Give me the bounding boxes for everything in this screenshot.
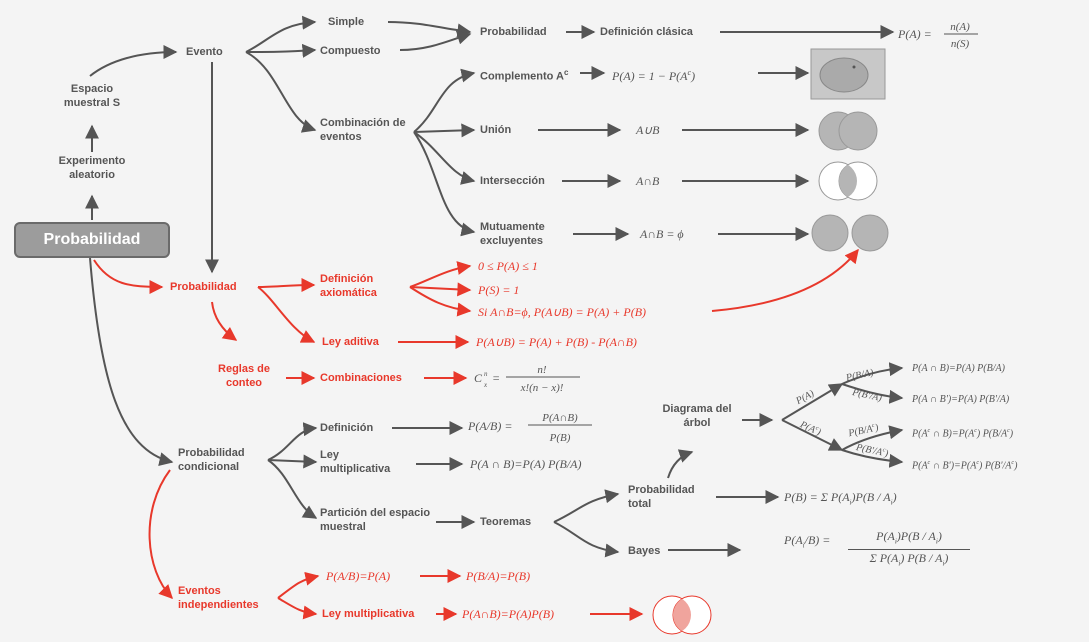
- tree-leaf-1: P(A ∩ B)=P(A) P(B/A): [912, 363, 1005, 374]
- formula-independencia-2: P(B/A)=P(B): [466, 569, 531, 583]
- formula-interseccion: A∩B: [636, 174, 660, 188]
- formula-independencia-3: P(A∩B)=P(A)P(B): [462, 607, 555, 621]
- node-probabilidad-clasica: Probabilidad: [480, 26, 547, 38]
- venn-interseccion: [818, 161, 878, 201]
- formula-independencia-1: P(A/B)=P(A): [326, 569, 391, 583]
- svg-text:n(A): n(A): [950, 21, 970, 33]
- formula-mutuamente: A∩B = ϕ: [640, 227, 684, 241]
- tree-leaf-3: P(Ac ∩ B)=P(Ac) P(B/Ac): [912, 428, 1014, 440]
- formula-complemento: P(A) = 1 − P(Ac): [612, 68, 696, 83]
- node-diagrama-arbol: Diagrama del árbol: [662, 403, 732, 429]
- node-evento: Evento: [186, 46, 223, 58]
- formula-aditiva: P(A∪B) = P(A) + P(B) - P(A∩B): [476, 335, 637, 349]
- svg-text:P(A/B) =: P(A/B) =: [468, 419, 512, 433]
- node-mutuamente-excluyentes: Mutuamente excluyentes: [480, 221, 545, 247]
- node-combinaciones: Combinaciones: [320, 372, 402, 384]
- node-probabilidad: Probabilidad: [170, 281, 237, 293]
- svg-text:P(A) =: P(A) =: [898, 27, 932, 41]
- svg-text:x!(n − x)!: x!(n − x)!: [520, 382, 564, 394]
- node-probabilidad-total: Probabilidad total: [628, 484, 695, 510]
- venn-union: [818, 111, 878, 151]
- svg-text:x: x: [483, 381, 488, 389]
- formula-definicion: P(A/B) = P(A∩B) P(B): [467, 406, 598, 452]
- formula-bayes-fraction: P(Ai)P(B / Ai) Σ P(Ai) P(B / Ai): [848, 528, 970, 572]
- svg-text:C: C: [474, 371, 483, 385]
- formula-bayes: P(Ai/B) =: [784, 533, 831, 550]
- formula-union: A∪B: [636, 123, 660, 137]
- node-union: Unión: [480, 124, 512, 136]
- tree-leaf-2: P(A ∩ B')=P(A) P(B'/A): [912, 394, 1010, 405]
- svg-text:=: =: [492, 371, 500, 385]
- venn-independientes: [652, 595, 712, 635]
- node-ley-multiplicativa: Ley multiplicativa: [320, 449, 391, 475]
- axioma-2: P(S) = 1: [478, 283, 520, 297]
- formula-probabilidad-total: P(B) = Σ P(Ai)P(B / Ai): [784, 490, 897, 507]
- node-compuesto: Compuesto: [320, 45, 381, 57]
- axioma-3: Si A∩B=ϕ, P(A∪B) = P(A) + P(B): [478, 305, 647, 319]
- node-interseccion: Intersección: [480, 175, 545, 187]
- svg-text:P(B): P(B): [549, 432, 571, 444]
- node-simple: Simple: [328, 16, 365, 28]
- svg-text:n!: n!: [537, 364, 547, 376]
- node-espacio-muestral: Espacio muestral S: [63, 83, 121, 109]
- node-probabilidad-condicional: Probabilidad condicional: [178, 447, 245, 473]
- node-ley-multiplicativa-independientes: Ley multiplicativa: [322, 608, 415, 620]
- node-combinacion-eventos: Combinación de eventos: [320, 117, 406, 143]
- node-experimento-aleatorio: Experimento aleatorio: [58, 155, 126, 181]
- node-particion: Partición del espacio muestral: [320, 507, 431, 533]
- formula-clasica: P(A) = n(A) n(S): [897, 18, 988, 56]
- root-node-probabilidad: Probabilidad: [14, 222, 170, 258]
- venn-complemento: [810, 48, 886, 100]
- node-eventos-independientes: Eventos independientes: [178, 585, 259, 611]
- svg-text:n(S): n(S): [951, 38, 970, 50]
- node-ley-aditiva: Ley aditiva: [322, 336, 379, 348]
- axioma-1: 0 ≤ P(A) ≤ 1: [478, 259, 538, 273]
- formula-combinaciones: C n x = n! x!(n − x)!: [474, 360, 594, 400]
- node-definicion: Definición: [320, 422, 374, 434]
- formula-multiplicativa: P(A ∩ B)=P(A) P(B/A): [470, 457, 582, 471]
- node-complemento: Complemento Ac: [480, 68, 569, 83]
- svg-text:P(A∩B): P(A∩B): [541, 412, 578, 424]
- venn-excluyentes: [811, 214, 889, 252]
- tree-leaf-4: P(Ac ∩ B')=P(Ac) P(B'/Ac): [912, 460, 1018, 472]
- node-definicion-axiomatica: Definición axiomática: [320, 273, 377, 299]
- node-definicion-clasica: Definición clásica: [600, 26, 693, 38]
- node-teoremas: Teoremas: [480, 516, 532, 528]
- node-reglas-conteo: Reglas de conteo: [218, 363, 270, 389]
- node-bayes: Bayes: [628, 545, 661, 557]
- svg-text:n: n: [484, 370, 488, 378]
